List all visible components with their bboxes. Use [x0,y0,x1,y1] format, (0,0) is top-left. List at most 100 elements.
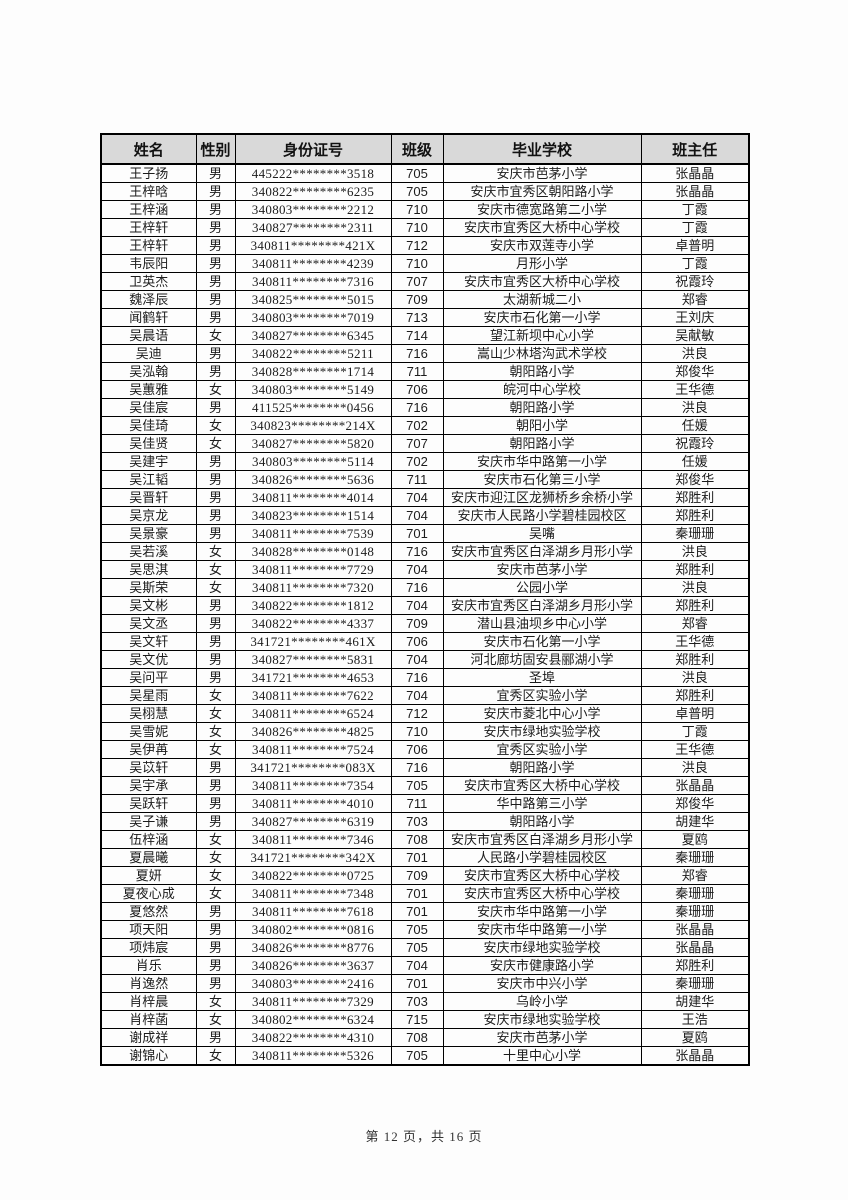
cell-id-number: 340825********5015 [234,290,392,309]
table-row: 吴文丞 男 340822********4337 709 潜山县油坝乡中心小学 … [100,614,750,633]
cell-head-teacher: 秦珊珊 [640,902,750,921]
cell-head-teacher: 王华德 [640,740,750,759]
cell-id-number: 340811********7618 [234,902,392,921]
cell-class-number: 705 [390,938,444,957]
cell-id-number: 445222********3518 [234,163,392,183]
cell-id-number: 340822********0725 [234,866,392,885]
cell-head-teacher: 郑睿 [640,866,750,885]
table-row: 夏晨曦 女 341721********342X 701 人民路小学碧桂园校区 … [100,848,750,867]
cell-class-number: 704 [390,650,444,669]
table-row: 吴晨语 女 340827********6345 714 望江新坝中心小学 吴献… [100,326,750,345]
cell-graduation-school: 安庆市宜秀区大桥中心学校 [442,272,642,291]
cell-graduation-school: 十里中心小学 [442,1046,642,1066]
cell-student-name: 吴跃轩 [100,794,197,813]
cell-head-teacher: 王华德 [640,380,750,399]
cell-class-number: 716 [390,668,444,687]
cell-id-number: 340822********4310 [234,1028,392,1047]
cell-class-number: 701 [390,524,444,543]
cell-class-number: 704 [390,488,444,507]
cell-class-number: 702 [390,452,444,471]
cell-student-name: 吴佳琦 [100,416,197,435]
cell-class-number: 702 [390,416,444,435]
cell-class-number: 710 [390,218,444,237]
cell-graduation-school: 潜山县油坝乡中心小学 [442,614,642,633]
cell-gender: 男 [195,362,236,381]
cell-student-name: 吴泓翰 [100,362,197,381]
cell-student-name: 吴佳宸 [100,398,197,417]
cell-id-number: 340827********5820 [234,434,392,453]
cell-class-number: 708 [390,1028,444,1047]
cell-head-teacher: 祝霞玲 [640,272,750,291]
cell-graduation-school: 安庆市石化第一小学 [442,632,642,651]
cell-student-name: 吴佳贤 [100,434,197,453]
cell-gender: 男 [195,776,236,795]
cell-graduation-school: 宜秀区实验小学 [442,686,642,705]
cell-head-teacher: 胡建华 [640,992,750,1011]
table-row: 肖梓晨 女 340811********7329 703 乌岭小学 胡建华 [100,992,750,1011]
cell-class-number: 701 [390,848,444,867]
cell-id-number: 340803********7019 [234,308,392,327]
table-row: 吴若溪 女 340828********0148 716 安庆市宜秀区白泽湖乡月… [100,542,750,561]
cell-student-name: 吴若溪 [100,542,197,561]
column-header-school: 毕业学校 [442,133,642,165]
cell-class-number: 712 [390,704,444,723]
cell-head-teacher: 胡建华 [640,812,750,831]
table-row: 吴佳贤 女 340827********5820 707 朝阳路小学 祝霞玲 [100,434,750,453]
cell-head-teacher: 丁霞 [640,218,750,237]
cell-id-number: 340803********2416 [234,974,392,993]
cell-head-teacher: 郑睿 [640,290,750,309]
cell-head-teacher: 郑胜利 [640,650,750,669]
table-row: 吴伊苒 女 340811********7524 706 宜秀区实验小学 王华德 [100,740,750,759]
cell-head-teacher: 张晶晶 [640,163,750,183]
cell-head-teacher: 洪良 [640,344,750,363]
cell-graduation-school: 安庆市石化第一小学 [442,308,642,327]
cell-gender: 女 [195,416,236,435]
table-row: 王梓轩 男 340827********2311 710 安庆市宜秀区大桥中心学… [100,218,750,237]
column-header-class: 班级 [390,133,444,165]
table-row: 吴建宇 男 340803********5114 702 安庆市华中路第一小学 … [100,452,750,471]
cell-student-name: 吴雪妮 [100,722,197,741]
cell-head-teacher: 王华德 [640,632,750,651]
cell-student-name: 王梓轩 [100,218,197,237]
table-row: 闻鹤轩 男 340803********7019 713 安庆市石化第一小学 王… [100,308,750,327]
cell-class-number: 709 [390,614,444,633]
cell-graduation-school: 安庆市绿地实验学校 [442,722,642,741]
cell-id-number: 340803********2212 [234,200,392,219]
cell-id-number: 340811********6524 [234,704,392,723]
cell-head-teacher: 王浩 [640,1010,750,1029]
cell-student-name: 吴文彬 [100,596,197,615]
cell-class-number: 707 [390,434,444,453]
table-row: 吴文优 男 340827********5831 704 河北廊坊固安县郦湖小学… [100,650,750,669]
cell-id-number: 340811********421X [234,236,392,255]
cell-class-number: 716 [390,542,444,561]
cell-id-number: 341721********461X [234,632,392,651]
cell-id-number: 340826********3637 [234,956,392,975]
cell-id-number: 340811********7539 [234,524,392,543]
cell-id-number: 340827********6319 [234,812,392,831]
cell-gender: 男 [195,596,236,615]
cell-class-number: 707 [390,272,444,291]
cell-student-name: 吴晨语 [100,326,197,345]
cell-student-name: 谢成祥 [100,1028,197,1047]
table-row: 吴佳琦 女 340823********214X 702 朝阳小学 任媛 [100,416,750,435]
table-row: 王子扬 男 445222********3518 705 安庆市芭茅小学 张晶晶 [100,163,750,183]
cell-gender: 女 [195,578,236,597]
cell-id-number: 340802********6324 [234,1010,392,1029]
cell-student-name: 吴景豪 [100,524,197,543]
cell-class-number: 711 [390,794,444,813]
cell-class-number: 705 [390,163,444,183]
cell-id-number: 340811********7329 [234,992,392,1011]
cell-class-number: 716 [390,578,444,597]
cell-head-teacher: 张晶晶 [640,938,750,957]
cell-graduation-school: 安庆市迎江区龙狮桥乡余桥小学 [442,488,642,507]
cell-id-number: 340827********2311 [234,218,392,237]
cell-class-number: 703 [390,992,444,1011]
cell-head-teacher: 郑俊华 [640,470,750,489]
table-row: 吴景豪 男 340811********7539 701 吴嘴 秦珊珊 [100,524,750,543]
cell-id-number: 340811********7316 [234,272,392,291]
cell-graduation-school: 朝阳小学 [442,416,642,435]
cell-class-number: 706 [390,740,444,759]
cell-graduation-school: 安庆市绿地实验学校 [442,938,642,957]
cell-head-teacher: 秦珊珊 [640,884,750,903]
cell-head-teacher: 卓普明 [640,236,750,255]
